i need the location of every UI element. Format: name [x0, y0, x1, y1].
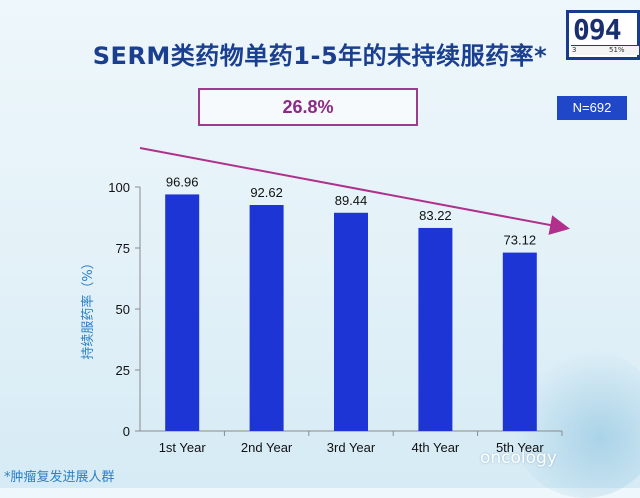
bar-value-label: 89.44	[335, 193, 368, 208]
timer-left-label: 3	[572, 46, 577, 54]
y-tick-label: 0	[123, 424, 130, 439]
bar	[165, 194, 200, 431]
bar-value-label: 73.12	[504, 233, 537, 248]
trend-arrow	[139, 147, 570, 235]
timer-progress-bar: 3 51%	[571, 45, 639, 55]
y-tick-label: 100	[108, 180, 130, 195]
timer-digits: 094	[573, 13, 622, 46]
bar	[502, 252, 537, 431]
y-tick-label: 50	[116, 302, 130, 317]
callout-box: 26.8%	[198, 88, 418, 126]
footnote: *肿瘤复发进展人群	[4, 470, 115, 485]
bar	[249, 205, 284, 431]
x-tick-label: 4th Year	[412, 440, 460, 455]
x-tick-label: 5th Year	[496, 440, 544, 455]
x-tick-label: 2nd Year	[241, 440, 293, 455]
x-tick-label: 1st Year	[159, 440, 207, 455]
sample-size-badge: N=692	[557, 96, 627, 120]
bar	[418, 227, 453, 431]
slide-title: SERM类药物单药1-5年的未持续服药率*	[92, 42, 548, 70]
y-tick-label: 75	[116, 241, 130, 256]
bar-value-label: 83.22	[419, 208, 452, 223]
y-axis-label: 持续服药率（%）	[80, 256, 96, 359]
bar	[334, 212, 368, 431]
timer-percent-label: 51%	[609, 46, 625, 54]
x-tick-label: 3rd Year	[327, 440, 376, 455]
timer-widget: 094 3 51%	[566, 10, 640, 60]
bar-value-label: 92.62	[250, 185, 283, 200]
bar-value-label: 96.96	[166, 174, 199, 189]
y-tick-label: 25	[116, 363, 130, 378]
watermark: oncology	[480, 448, 557, 468]
bar-chart: 0 25 50 75 100 96.96 1st Year 92.62 2nd Year 89.…	[80, 147, 570, 455]
